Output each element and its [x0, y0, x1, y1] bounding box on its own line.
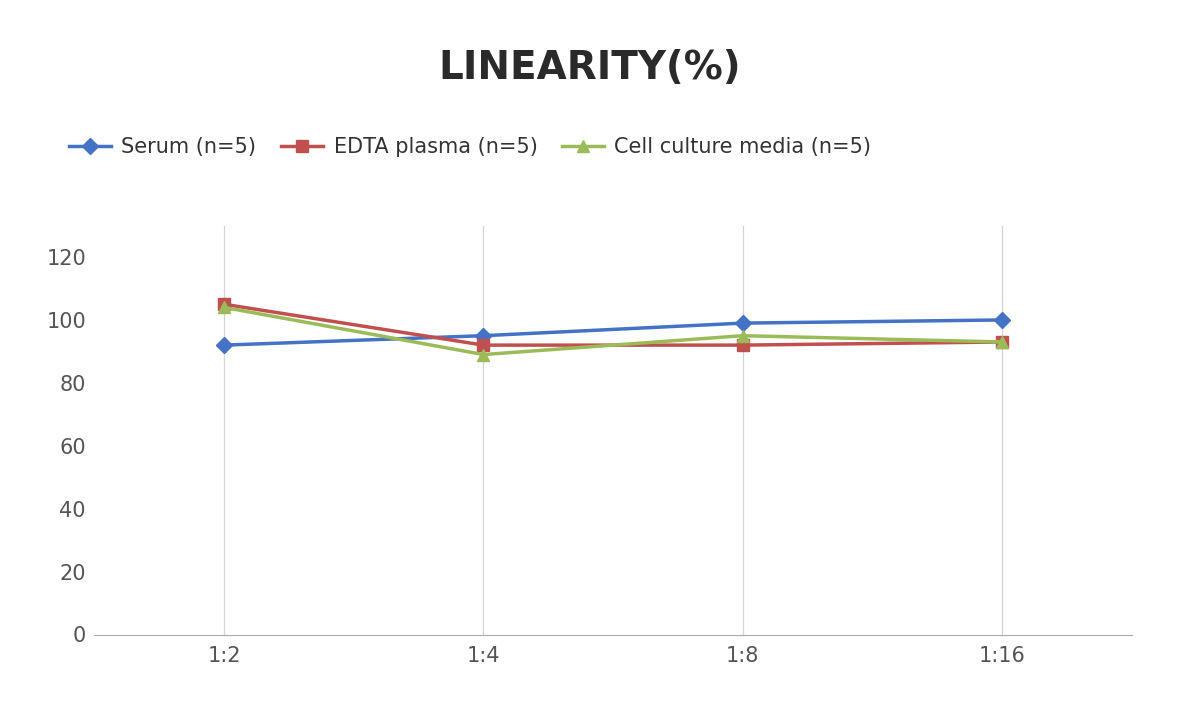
EDTA plasma (n=5): [995, 338, 1009, 346]
Line: EDTA plasma (n=5): EDTA plasma (n=5): [218, 299, 1008, 350]
Text: LINEARITY(%): LINEARITY(%): [439, 49, 740, 87]
EDTA plasma (n=5): [217, 300, 231, 309]
Cell culture media (n=5): [476, 350, 490, 359]
EDTA plasma (n=5): [476, 341, 490, 350]
EDTA plasma (n=5): [736, 341, 750, 350]
Cell culture media (n=5): [995, 338, 1009, 346]
Cell culture media (n=5): [736, 331, 750, 340]
Serum (n=5): [217, 341, 231, 350]
Line: Cell culture media (n=5): Cell culture media (n=5): [218, 302, 1008, 360]
Line: Serum (n=5): Serum (n=5): [218, 314, 1008, 350]
Serum (n=5): [995, 316, 1009, 324]
Serum (n=5): [736, 319, 750, 327]
Legend: Serum (n=5), EDTA plasma (n=5), Cell culture media (n=5): Serum (n=5), EDTA plasma (n=5), Cell cul…: [70, 137, 871, 157]
Serum (n=5): [476, 331, 490, 340]
Cell culture media (n=5): [217, 303, 231, 312]
